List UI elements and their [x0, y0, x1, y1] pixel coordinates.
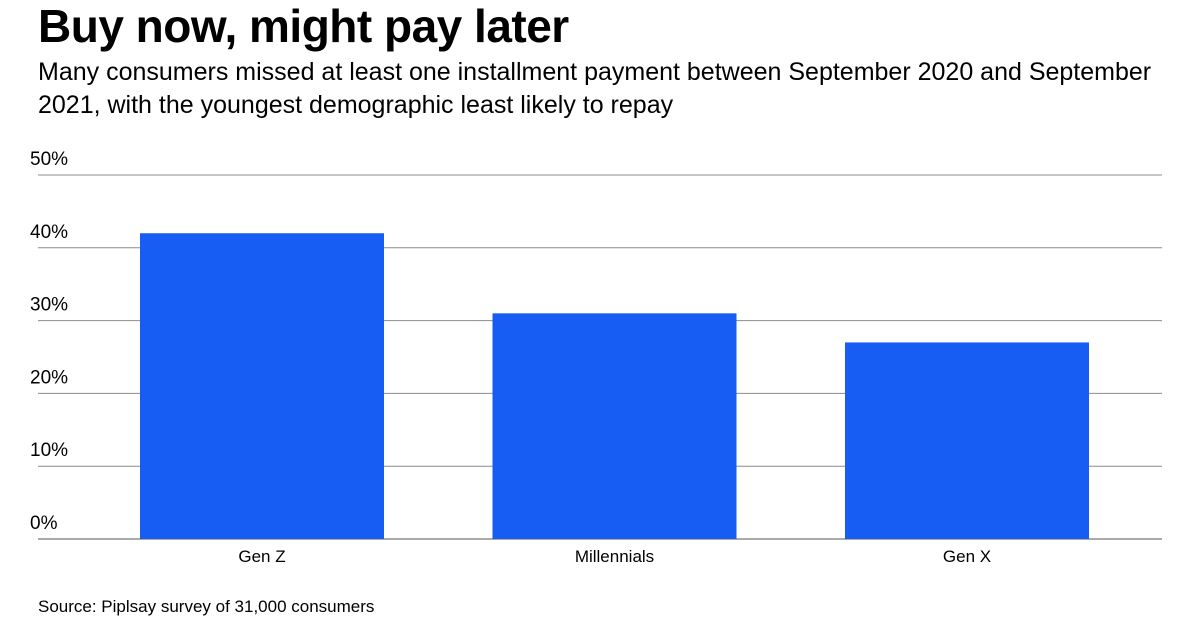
y-tick-label: 50% — [30, 149, 68, 170]
y-tick-label: 0% — [30, 513, 58, 534]
chart-title: Buy now, might pay later — [38, 0, 569, 52]
bar — [140, 233, 384, 540]
y-tick-label: 10% — [30, 440, 68, 461]
source-note: Source: Piplsay survey of 31,000 consume… — [38, 597, 375, 616]
x-tick-label: Gen Z — [238, 547, 285, 566]
bar — [492, 313, 737, 539]
x-tick-label: Millennials — [575, 547, 654, 566]
bar — [845, 342, 1089, 539]
y-tick-label: 20% — [30, 367, 68, 388]
y-tick-label: 30% — [30, 295, 68, 316]
y-tick-label: 40% — [30, 222, 68, 243]
x-tick-label: Gen X — [943, 547, 991, 566]
chart-subtitle: Many consumers missed at least one insta… — [38, 58, 1152, 119]
